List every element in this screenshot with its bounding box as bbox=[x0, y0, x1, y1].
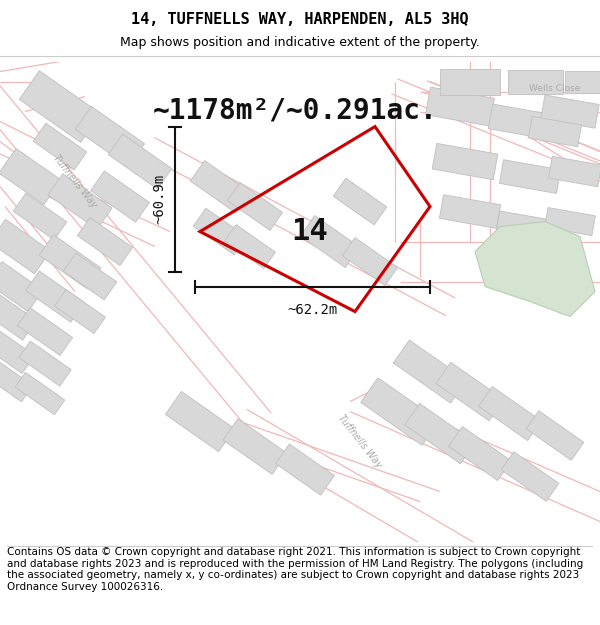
Polygon shape bbox=[501, 452, 559, 501]
Polygon shape bbox=[227, 182, 283, 231]
Polygon shape bbox=[17, 308, 73, 356]
Text: ~1178m²/~0.291ac.: ~1178m²/~0.291ac. bbox=[152, 96, 437, 124]
Polygon shape bbox=[193, 208, 247, 255]
Text: Contains OS data © Crown copyright and database right 2021. This information is : Contains OS data © Crown copyright and d… bbox=[7, 548, 583, 592]
Polygon shape bbox=[190, 161, 250, 212]
Polygon shape bbox=[545, 208, 595, 236]
Polygon shape bbox=[439, 195, 500, 228]
Text: Tuffnells Way: Tuffnells Way bbox=[51, 153, 99, 210]
Polygon shape bbox=[488, 104, 552, 139]
Text: ~62.2m: ~62.2m bbox=[287, 302, 338, 316]
Polygon shape bbox=[541, 95, 599, 128]
Polygon shape bbox=[224, 224, 275, 269]
Polygon shape bbox=[108, 134, 172, 189]
Polygon shape bbox=[499, 160, 560, 193]
Polygon shape bbox=[449, 426, 511, 481]
Polygon shape bbox=[529, 116, 581, 147]
Polygon shape bbox=[0, 329, 35, 374]
Polygon shape bbox=[475, 221, 595, 316]
Polygon shape bbox=[526, 411, 584, 461]
Polygon shape bbox=[63, 253, 117, 300]
Polygon shape bbox=[0, 149, 61, 204]
Polygon shape bbox=[404, 403, 475, 464]
Polygon shape bbox=[13, 193, 67, 240]
Polygon shape bbox=[301, 216, 359, 268]
Text: Wells Close: Wells Close bbox=[529, 84, 581, 93]
Polygon shape bbox=[432, 143, 498, 180]
Polygon shape bbox=[0, 293, 37, 340]
Polygon shape bbox=[508, 69, 563, 94]
Polygon shape bbox=[0, 219, 50, 274]
Polygon shape bbox=[166, 391, 235, 452]
Polygon shape bbox=[19, 341, 71, 386]
Polygon shape bbox=[15, 372, 65, 415]
Polygon shape bbox=[343, 238, 398, 286]
Polygon shape bbox=[565, 71, 600, 92]
Polygon shape bbox=[48, 174, 112, 229]
Polygon shape bbox=[440, 69, 500, 94]
Polygon shape bbox=[33, 123, 87, 170]
Polygon shape bbox=[479, 386, 541, 441]
Polygon shape bbox=[436, 362, 504, 421]
Polygon shape bbox=[55, 289, 106, 334]
Polygon shape bbox=[548, 156, 600, 187]
Polygon shape bbox=[275, 444, 334, 495]
Polygon shape bbox=[333, 178, 387, 225]
Polygon shape bbox=[91, 171, 149, 222]
Polygon shape bbox=[39, 235, 101, 288]
Polygon shape bbox=[223, 419, 287, 474]
Text: ~60.9m: ~60.9m bbox=[152, 174, 166, 224]
Polygon shape bbox=[19, 71, 101, 142]
Text: 14, TUFFNELLS WAY, HARPENDEN, AL5 3HQ: 14, TUFFNELLS WAY, HARPENDEN, AL5 3HQ bbox=[131, 11, 469, 26]
Text: 14: 14 bbox=[292, 217, 328, 246]
Polygon shape bbox=[26, 271, 85, 322]
Polygon shape bbox=[0, 262, 43, 311]
Polygon shape bbox=[425, 87, 494, 126]
Polygon shape bbox=[393, 340, 467, 403]
Polygon shape bbox=[361, 378, 439, 446]
Polygon shape bbox=[76, 106, 145, 167]
Text: Tuffnells Way: Tuffnells Way bbox=[336, 413, 384, 470]
Polygon shape bbox=[496, 211, 554, 242]
Polygon shape bbox=[77, 217, 133, 266]
Polygon shape bbox=[0, 361, 33, 402]
Text: Map shows position and indicative extent of the property.: Map shows position and indicative extent… bbox=[120, 36, 480, 49]
